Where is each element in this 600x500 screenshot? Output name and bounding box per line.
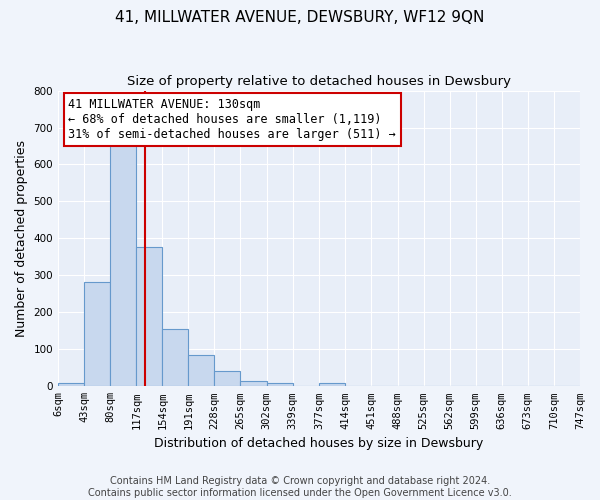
Bar — [188, 355, 214, 386]
Text: Contains HM Land Registry data © Crown copyright and database right 2024.
Contai: Contains HM Land Registry data © Crown c… — [88, 476, 512, 498]
Bar — [84, 282, 110, 387]
Text: 41 MILLWATER AVENUE: 130sqm
← 68% of detached houses are smaller (1,119)
31% of : 41 MILLWATER AVENUE: 130sqm ← 68% of det… — [68, 98, 396, 141]
Text: 41, MILLWATER AVENUE, DEWSBURY, WF12 9QN: 41, MILLWATER AVENUE, DEWSBURY, WF12 9QN — [115, 10, 485, 25]
Bar — [110, 140, 136, 386]
Bar — [162, 329, 188, 386]
Title: Size of property relative to detached houses in Dewsbury: Size of property relative to detached ho… — [127, 75, 511, 88]
Bar — [136, 246, 162, 386]
Y-axis label: Number of detached properties: Number of detached properties — [15, 140, 28, 337]
Bar — [58, 384, 84, 386]
Bar — [319, 383, 346, 386]
Bar — [241, 381, 266, 386]
X-axis label: Distribution of detached houses by size in Dewsbury: Distribution of detached houses by size … — [154, 437, 484, 450]
Bar — [266, 382, 293, 386]
Bar — [214, 371, 241, 386]
